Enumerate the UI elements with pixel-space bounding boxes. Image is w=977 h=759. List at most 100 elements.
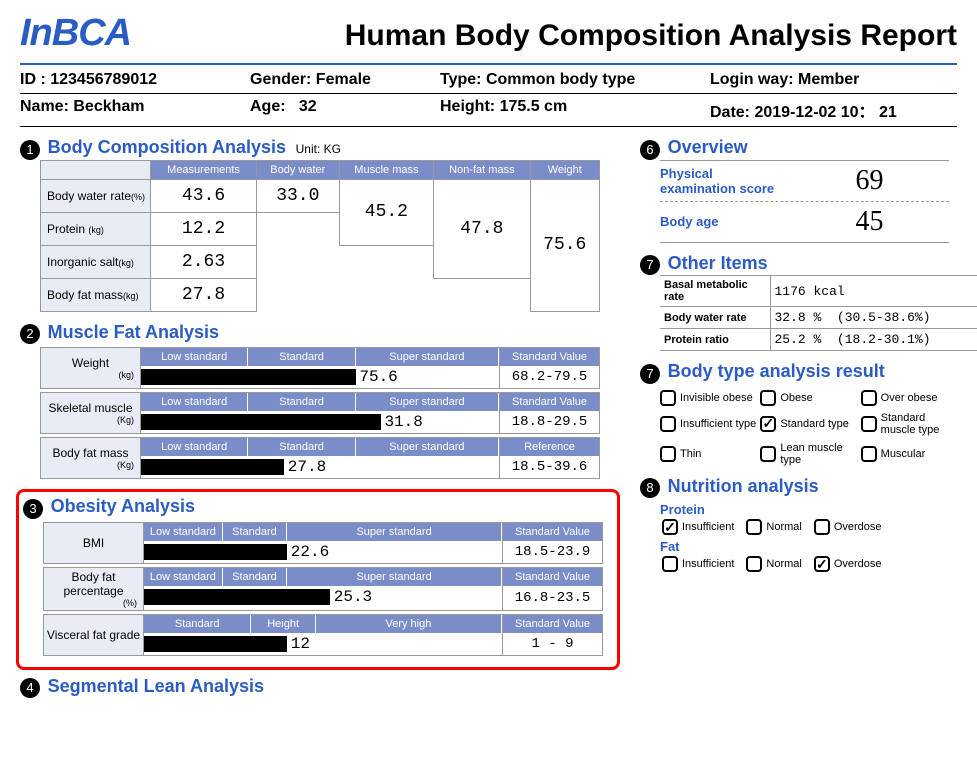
- section3-title: Obesity Analysis: [51, 496, 195, 516]
- bar-std-val: 16.8-23.5: [503, 586, 602, 610]
- section1-unit: Unit: KG: [296, 142, 341, 156]
- bca-hdr-3: Non-fat mass: [434, 160, 530, 179]
- bodytype-label: Insufficient type: [680, 418, 756, 430]
- other-val-1: 32.8 %: [775, 310, 822, 325]
- bar-col-hdr: Low standard: [141, 393, 248, 411]
- nutrition-item[interactable]: Normal: [746, 556, 801, 572]
- bar-std-val: 68.2-79.5: [500, 366, 599, 388]
- bar-col-hdr: Low standard: [141, 348, 248, 366]
- login-label: Login way:: [710, 71, 794, 88]
- section7-title: Other Items: [668, 253, 768, 273]
- id-label: ID :: [20, 71, 46, 88]
- bca-hdr-4: Weight: [530, 160, 599, 179]
- nutrition-item[interactable]: Insufficient: [662, 519, 734, 535]
- name-label: Name:: [20, 98, 69, 115]
- bar-std-val: 18.5-39.6: [500, 456, 599, 478]
- bar-col-hdr: Super standard: [287, 568, 502, 586]
- bar-col-hdr: Super standard: [356, 438, 499, 456]
- bar-label: Skeletal muscle(Kg): [41, 393, 141, 433]
- bar-fill: [141, 414, 381, 430]
- bca-row1-label: Protein: [47, 222, 85, 236]
- other-lbl-0: Basal metabolic rate: [660, 276, 770, 307]
- bodytype-item[interactable]: Standard type: [760, 412, 856, 436]
- bca-row3-sub: (kg): [123, 291, 139, 301]
- bar-std-val: 1 - 9: [503, 633, 602, 655]
- bodytype-label: Over obese: [881, 392, 938, 404]
- bar-value: 75.6: [359, 368, 397, 386]
- checkbox-icon: [861, 416, 877, 432]
- section6-num: 6: [640, 140, 660, 160]
- bar-col-hdr: Super standard: [356, 393, 499, 411]
- bodytype-item[interactable]: Invisible obese: [660, 390, 756, 406]
- bodytype-item[interactable]: Thin: [660, 442, 756, 466]
- bar-col-hdr: Standard: [223, 523, 287, 541]
- bar-value: 31.8: [384, 413, 422, 431]
- other-val-0: 1176 kcal: [775, 284, 845, 299]
- bodytype-item[interactable]: Obese: [760, 390, 856, 406]
- bca-row0-m: 43.6: [151, 179, 257, 212]
- checkbox-icon: [814, 519, 830, 535]
- section7b-num: 7: [640, 364, 660, 384]
- bca-row2-label: Inorganic salt: [47, 255, 118, 269]
- section4-title: Segmental Lean Analysis: [48, 676, 264, 696]
- bodytype-item[interactable]: Insufficient type: [660, 412, 756, 436]
- bodytype-item[interactable]: Standard muscle type: [861, 412, 957, 436]
- other-items-table: Basal metabolic rate1176 kcal Body water…: [660, 275, 977, 351]
- height-label: Height:: [440, 98, 495, 115]
- gender-label: Gender:: [250, 71, 311, 88]
- bca-row2-m: 2.63: [151, 245, 257, 278]
- bca-nonfat: 47.8: [434, 179, 530, 278]
- report-title: Human Body Composition Analysis Report: [345, 19, 957, 53]
- bar-std-hdr: Reference: [500, 438, 599, 456]
- ov-val-0: 69: [790, 165, 949, 197]
- bar-std-val: 18.5-23.9: [503, 541, 602, 563]
- nutrition-item[interactable]: Overdose: [814, 519, 882, 535]
- nutrition-item-label: Insufficient: [682, 521, 734, 533]
- ov-label-1: Body age: [660, 214, 790, 229]
- nutrition-item[interactable]: Insufficient: [662, 556, 734, 572]
- checkbox-icon: [760, 390, 776, 406]
- checkbox-icon: [746, 519, 762, 535]
- section7b-title: Body type analysis result: [668, 361, 885, 381]
- type-label: Type:: [440, 71, 481, 88]
- bar-value: 22.6: [291, 543, 329, 561]
- other-range-1: (30.5-38.6%): [837, 310, 931, 325]
- bar-fill: [144, 544, 287, 560]
- nutrition-item[interactable]: Overdose: [814, 556, 882, 572]
- bar-col-hdr: Standard: [248, 393, 355, 411]
- section3-num: 3: [23, 499, 43, 519]
- bca-hdr-2: Muscle mass: [339, 160, 434, 179]
- bodytype-item[interactable]: Muscular: [861, 442, 957, 466]
- section1-num: 1: [20, 140, 40, 160]
- bca-hdr-0: Measurements: [151, 160, 257, 179]
- bodytype-item[interactable]: Lean muscle type: [760, 442, 856, 466]
- bar-fill: [141, 369, 356, 385]
- bar-value: 27.8: [288, 458, 326, 476]
- bar-label: Visceral fat grade: [44, 615, 144, 655]
- checkbox-icon: [660, 390, 676, 406]
- bar-fill: [144, 636, 287, 652]
- bca-musclemass: 45.2: [339, 179, 434, 245]
- section2-num: 2: [20, 324, 40, 344]
- nutrition-row: Insufficient Normal Overdose: [662, 556, 957, 572]
- bca-row2-sub: (kg): [118, 258, 134, 268]
- nutrition-item-label: Insufficient: [682, 558, 734, 570]
- section4-num: 4: [20, 678, 40, 698]
- bar-col-hdr: Super standard: [356, 348, 499, 366]
- bca-row0-label: Body water rate: [47, 189, 131, 203]
- date-value: 2019-12-02 10： 21: [754, 104, 896, 121]
- overview-box: Physical examination score 69 Body age 4…: [660, 160, 949, 243]
- nutrition-group-label: Protein: [660, 502, 957, 517]
- other-range-2: (18.2-30.1%): [837, 332, 931, 347]
- bar-col-hdr: Standard: [248, 438, 355, 456]
- bar-col-hdr: Standard: [223, 568, 287, 586]
- bodytype-item[interactable]: Over obese: [861, 390, 957, 406]
- bar-col-hdr: Low standard: [144, 568, 223, 586]
- section1-title: Body Composition Analysis: [48, 137, 286, 157]
- login-value: Member: [798, 71, 859, 88]
- bar-label: Body fat mass(Kg): [41, 438, 141, 478]
- bca-row3-m: 27.8: [151, 278, 257, 311]
- nutrition-item[interactable]: Normal: [746, 519, 801, 535]
- section8-num: 8: [640, 478, 660, 498]
- bodytype-label: Lean muscle type: [780, 442, 856, 466]
